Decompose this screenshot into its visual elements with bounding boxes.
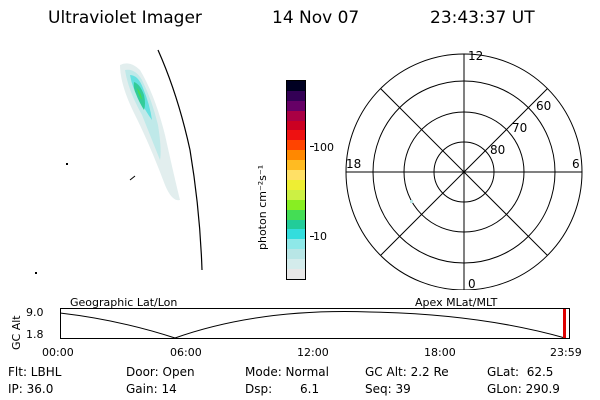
current-time-marker [563, 309, 566, 338]
colorbar-swatch [287, 140, 305, 151]
colorbar-swatch [287, 219, 305, 230]
color-bar [286, 80, 306, 280]
time-label: 23:43:37 UT [430, 8, 535, 28]
marker-dot [35, 272, 37, 274]
mlt-label-12: 12 [468, 50, 483, 63]
timeline-xtick-2359: 23:59 [550, 346, 582, 359]
status-gain: Gain: 14 [126, 382, 177, 396]
polar-diagonal [380, 88, 548, 256]
date-label: 14 Nov 07 [272, 8, 360, 28]
colorbar-tick-100: 100 [313, 141, 334, 154]
timeline-left-title: Geographic Lat/Lon [70, 296, 178, 309]
colorbar-swatch [287, 160, 305, 171]
lat-label-70: 70 [512, 121, 527, 135]
colorbar-swatch [287, 130, 305, 141]
altitude-curve [60, 311, 566, 339]
colorbar-swatch [287, 90, 305, 101]
timeline-xtick-1200: 12:00 [297, 346, 329, 359]
status-dsp-value: 6.1 [300, 382, 320, 396]
colorbar-swatch [287, 179, 305, 190]
mlt-label-6: 6 [572, 157, 580, 171]
status-dsp-label: Dsp: [245, 382, 273, 396]
colorbar-swatch [287, 269, 305, 279]
colorbar-swatch [287, 189, 305, 200]
marker-dot [66, 163, 68, 165]
auroral-image [35, 49, 203, 274]
colorbar-label: photon cm⁻²s⁻¹ [256, 164, 269, 250]
timeline-xtick-0000: 00:00 [42, 346, 74, 359]
timeline-xtick-1800: 18:00 [424, 346, 456, 359]
colorbar-swatch [287, 249, 305, 260]
lat-label-80: 80 [490, 143, 505, 157]
timeline-frame [60, 308, 570, 339]
colorbar-swatch [287, 120, 305, 131]
polar-plot: 12 18 6 0 60 70 80 [345, 50, 583, 290]
tick-mark [129, 175, 136, 181]
instrument-title: Ultraviolet Imager [48, 8, 202, 28]
status-glat: GLat: 62.5 [487, 365, 554, 379]
colorbar-swatch [287, 100, 305, 111]
status-ip: IP: 36.0 [8, 382, 54, 396]
colorbar-swatch [287, 229, 305, 240]
polar-emission-speck [410, 200, 413, 203]
status-mode: Mode: Normal [245, 365, 329, 379]
colorbar-tickmark [310, 236, 314, 237]
timeline-ytick-1_8: 1.8 [26, 328, 44, 341]
colorbar-swatch [287, 110, 305, 121]
mlt-label-0: 0 [468, 277, 476, 290]
status-flt: Flt: LBHL [8, 365, 62, 379]
status-gc-alt: GC Alt: 2.2 Re [365, 365, 449, 379]
timeline-ytick-9: 9.0 [26, 306, 44, 319]
lat-label-60: 60 [536, 99, 551, 113]
timeline-axis-label: GC Alt [10, 315, 23, 350]
colorbar-swatch [287, 150, 305, 161]
colorbar-tickmark [310, 146, 314, 147]
colorbar-swatch [287, 80, 305, 91]
colorbar-swatch [287, 199, 305, 210]
aurora-emission [120, 63, 180, 201]
colorbar-swatch [287, 170, 305, 180]
altitude-timeline [60, 308, 570, 339]
colorbar-tick-10: 10 [313, 230, 327, 243]
mlt-label-18: 18 [346, 157, 361, 171]
status-seq: Seq: 39 [365, 382, 411, 396]
limb-line [157, 49, 203, 271]
status-door: Door: Open [126, 365, 195, 379]
status-glon: GLon: 290.9 [487, 382, 560, 396]
timeline-xtick-0600: 06:00 [170, 346, 202, 359]
colorbar-swatch [287, 259, 305, 270]
timeline-right-title: Apex MLat/MLT [415, 296, 498, 309]
colorbar-swatch [287, 209, 305, 220]
colorbar-swatch [287, 239, 305, 250]
